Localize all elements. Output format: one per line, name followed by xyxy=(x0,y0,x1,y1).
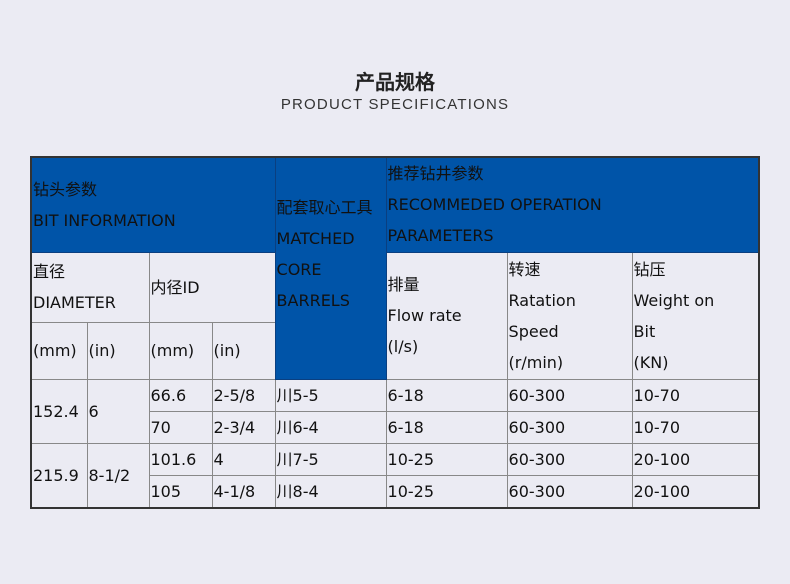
table-row: 215.9 8-1/2 101.6 4 川7-5 10-25 60-300 20… xyxy=(30,442,760,508)
rotation-speed: 60-300 xyxy=(506,474,633,508)
page-subtitle: PRODUCT SPECIFICATIONS xyxy=(280,96,510,113)
unit-mm: (mm) xyxy=(30,321,88,380)
weight-on-bit: 20-100 xyxy=(631,442,760,476)
diameter-mm: 215.9 xyxy=(30,442,88,508)
diameter-in: 6 xyxy=(86,378,150,444)
flow-rate-header: 排量 Flow rate (l/s) xyxy=(385,251,508,380)
diameter-mm: 152.4 xyxy=(30,378,88,444)
weight-on-bit: 10-70 xyxy=(631,410,760,444)
id-in: 4 xyxy=(211,442,276,476)
flow-rate: 6-18 xyxy=(385,410,508,444)
weight-on-bit: 10-70 xyxy=(631,378,760,412)
unit-in: (in) xyxy=(86,321,150,380)
diameter-in: 8-1/2 xyxy=(86,442,150,508)
id-in: 2-3/4 xyxy=(211,410,276,444)
flow-rate: 10-25 xyxy=(385,442,508,476)
core-barrel: 川6-4 xyxy=(274,410,387,444)
inner-id-header: 内径ID xyxy=(148,251,276,323)
id-in: 4-1/8 xyxy=(211,474,276,508)
id-mm: 101.6 xyxy=(148,442,213,476)
core-barrels-header: 配套取心工具 MATCHED CORE BARRELS xyxy=(274,156,387,380)
table-row: 152.4 6 66.6 2-5/8 川5-5 6-18 60-300 10-7… xyxy=(30,378,760,444)
unit-mm: (mm) xyxy=(148,321,213,380)
core-barrel: 川8-4 xyxy=(274,474,387,508)
id-mm: 70 xyxy=(148,410,213,444)
diameter-header: 直径 DIAMETER xyxy=(30,251,150,323)
weight-on-bit-header: 钻压 Weight on Bit (KN) xyxy=(631,251,760,380)
rotation-speed: 60-300 xyxy=(506,410,633,444)
spec-table: 钻头参数 BIT INFORMATION 配套取心工具 MATCHED CORE BAR… xyxy=(30,156,761,509)
flow-rate: 6-18 xyxy=(385,378,508,412)
rotation-speed: 60-300 xyxy=(506,442,633,476)
weight-on-bit: 20-100 xyxy=(631,474,760,508)
id-mm: 105 xyxy=(148,474,213,508)
rotation-speed-header: 转速 Ratation Speed (r/min) xyxy=(506,251,633,380)
operation-parameters-header: 推荐钻井参数 RECOMMEDED OPERATION PARAMETERS xyxy=(385,156,760,253)
page-title: 产品规格 xyxy=(355,70,435,94)
rotation-speed: 60-300 xyxy=(506,378,633,412)
id-mm: 66.6 xyxy=(148,378,213,412)
flow-rate: 10-25 xyxy=(385,474,508,508)
table-row: 70 2-3/4 川6-4 6-18 60-300 10-70 xyxy=(31,410,760,444)
core-barrel: 川7-5 xyxy=(274,442,387,476)
table-row: 105 4-1/8 川8-4 10-25 60-300 20-100 xyxy=(31,474,760,508)
bit-information-header: 钻头参数 BIT INFORMATION xyxy=(30,156,276,253)
unit-in: (in) xyxy=(211,321,276,380)
core-barrel: 川5-5 xyxy=(274,378,387,412)
id-in: 2-5/8 xyxy=(211,378,276,412)
